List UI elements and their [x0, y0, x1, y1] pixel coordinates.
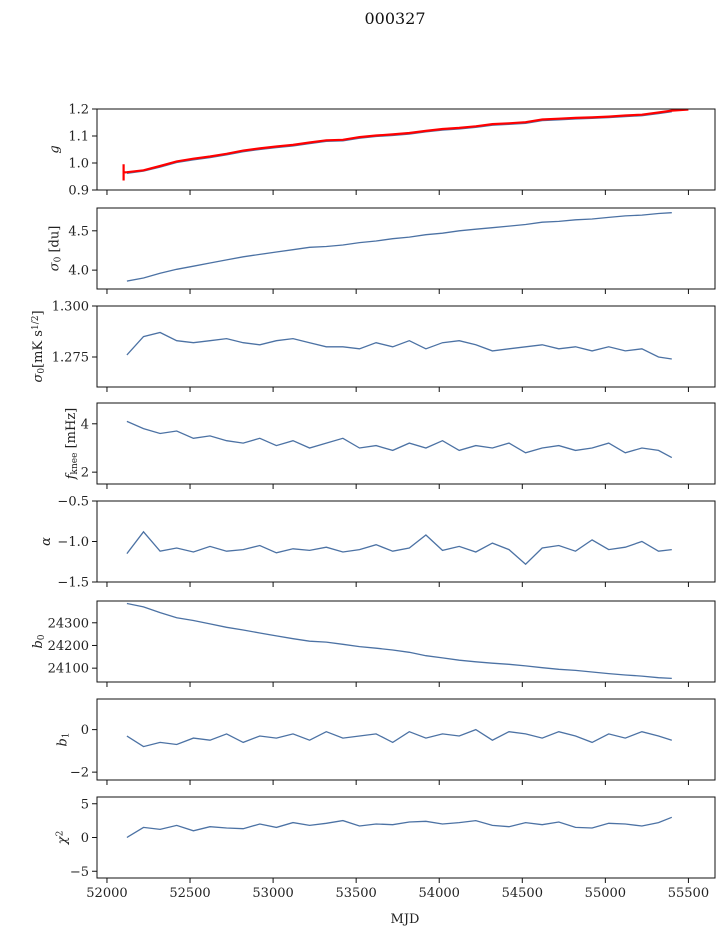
y-tick-label: −1.0 — [57, 535, 89, 550]
y-tick-label: 24300 — [48, 616, 89, 631]
series-line-alpha — [126, 530, 672, 566]
axes-frame — [96, 796, 716, 879]
y-tick-label: −2 — [70, 766, 89, 781]
series-line-b0 — [126, 602, 672, 680]
y-axis-label-part: σ — [31, 373, 46, 383]
x-tick-label: 53500 — [335, 886, 376, 901]
y-tick-label: 24100 — [48, 662, 89, 677]
subplot-alpha: −1.5 −1.0 −0.5 α — [39, 495, 716, 591]
y-axis-label-part: 1/2 — [31, 316, 41, 330]
series-line-chi2 — [126, 816, 673, 839]
y-axis-label-sigma0-mk: σ0[mK s1/2] — [31, 310, 47, 382]
y-tick-label: 0 — [81, 831, 89, 846]
subplots: 0.91.01.11.2g4.04.5σ0 [du]1.2751.300σ0[m… — [31, 103, 716, 901]
y-axis-label-part: f — [64, 472, 79, 480]
series-line-sigma0-du — [126, 212, 672, 282]
y-axis-label-part: 0 — [54, 256, 64, 262]
y-axis-label-part: 0 — [37, 634, 47, 640]
subplot-sigma0-du: 4.0 4.5 σ0 [du] — [47, 207, 716, 294]
y-axis-label-g: g — [47, 145, 62, 153]
subplot-g: 0.9 1.0 1.1 1.2 g — [47, 103, 716, 199]
y-tick-label: 4.5 — [68, 224, 89, 239]
y-tick-label: 1.1 — [68, 130, 89, 145]
y-tick-label: 4 — [81, 417, 89, 432]
y-axis-label-sigma0-du: σ0 [du] — [47, 226, 63, 272]
axes-frame — [96, 698, 716, 781]
y-axis-label-part: α — [39, 537, 54, 546]
overlay-line-g — [122, 109, 689, 181]
y-tick-label: 5 — [81, 797, 89, 812]
y-axis-label-part: 1 — [62, 732, 72, 738]
axes-frame — [96, 207, 716, 290]
y-tick-label: −5 — [70, 865, 89, 880]
y-tick-label: 0.9 — [68, 184, 89, 199]
axes-frame — [96, 500, 716, 583]
y-axis-label-part: [du] — [47, 226, 62, 257]
y-axis-label-part: χ — [56, 835, 71, 845]
y-axis-label-part: 2 — [56, 831, 66, 837]
y-axis-label-part: g — [47, 145, 62, 153]
y-axis-label-part: knee — [70, 453, 80, 475]
x-tick-label: 52000 — [86, 886, 127, 901]
series-line-sigma0-mk — [126, 331, 672, 360]
y-tick-label: −0.5 — [57, 495, 89, 510]
y-axis-label-part: [mK s — [31, 330, 46, 368]
y-axis-label-part: [mHz] — [64, 408, 79, 453]
x-tick-label: 55500 — [668, 886, 709, 901]
y-axis-label-b0: b0 — [31, 634, 47, 648]
y-tick-label: 1.300 — [52, 300, 89, 315]
x-tick-label: 54500 — [502, 886, 543, 901]
x-axis-label: MJD — [391, 912, 420, 927]
y-tick-label: 1.2 — [68, 103, 89, 118]
series-line-fknee — [126, 420, 673, 459]
subplot-b1: −2 0 b1 — [56, 698, 716, 785]
axes-frame — [96, 108, 716, 191]
y-axis-label-alpha: α — [39, 537, 54, 546]
y-tick-label: 24200 — [48, 639, 89, 654]
subplot-chi2: −5 0 5 52000 52500 53000 53500 54000 54500 55000 5… — [56, 796, 716, 901]
axes-frame — [96, 402, 716, 485]
y-axis-label-part: b — [31, 640, 46, 648]
y-tick-label: 4.0 — [68, 264, 89, 279]
chart-title: 000327 — [364, 9, 425, 28]
y-axis-label-part: σ — [47, 261, 62, 271]
axes-frame — [96, 305, 716, 388]
y-tick-label: 1.0 — [68, 157, 89, 172]
y-axis-label-fknee: fknee [mHz] — [64, 408, 80, 481]
x-tick-label: 53000 — [252, 886, 293, 901]
y-tick-label: 2 — [81, 466, 89, 481]
y-axis-label-chi2: χ2 — [56, 831, 71, 846]
y-axis-label-part: ] — [31, 310, 46, 315]
y-axis-label-part: 0 — [37, 368, 47, 374]
axes-frame — [96, 600, 716, 683]
x-tick-label: 54000 — [419, 886, 460, 901]
x-tick-label: 55000 — [585, 886, 626, 901]
y-axis-label-part: b — [56, 738, 71, 746]
y-tick-label: −1.5 — [57, 576, 89, 591]
x-tick-label: 52500 — [169, 886, 210, 901]
y-tick-label: 0 — [81, 723, 89, 738]
series-line-b1 — [126, 728, 672, 748]
y-tick-label: 1.275 — [52, 351, 89, 366]
series-line-g — [126, 111, 672, 174]
subplot-sigma0-mk: 1.275 1.300 σ0[mK s1/2] — [31, 300, 716, 392]
y-axis-label-b1: b1 — [56, 732, 72, 746]
